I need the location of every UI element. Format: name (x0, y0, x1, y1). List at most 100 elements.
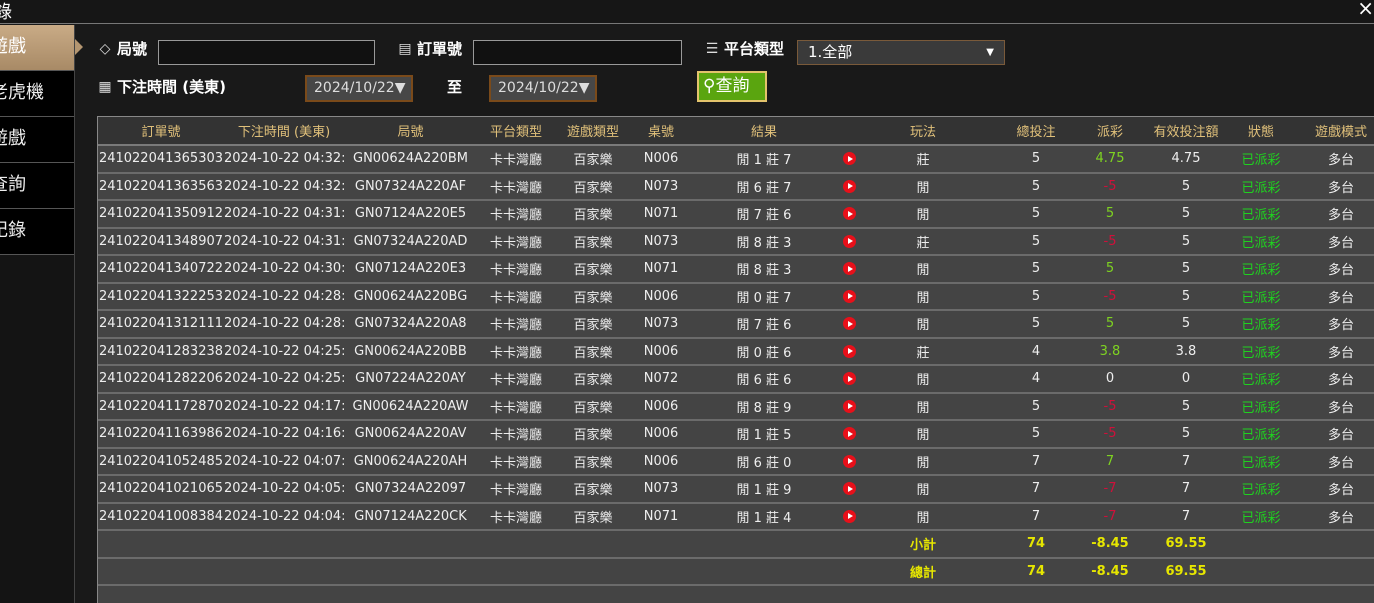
column-header: 派彩 (1087, 117, 1133, 146)
table-cell: 閒 (861, 365, 985, 394)
table-cell: GN07324A22097 (344, 475, 477, 504)
table-cell (1239, 557, 1283, 586)
play-icon[interactable] (842, 207, 856, 221)
video-replay-cell (837, 365, 861, 394)
table-cell: 241022041021065 (98, 475, 224, 504)
table-cell: GN00624A220AW (344, 392, 477, 421)
table-cell: 百家樂 (555, 227, 631, 256)
table-cell: 2024-10-22 04:25:49 (224, 337, 344, 366)
sidebar-item-slots[interactable]: 老虎機 (0, 71, 74, 117)
table-cell: 閒 (861, 310, 985, 339)
table-cell: 已派彩 (1239, 227, 1283, 256)
play-icon[interactable] (842, 399, 856, 413)
table-cell: 莊 (861, 145, 985, 174)
table-cell: 已派彩 (1239, 365, 1283, 394)
play-icon[interactable] (842, 482, 856, 496)
table-cell: 閒 7 莊 6 (691, 200, 837, 229)
close-icon[interactable]: × (1357, 0, 1374, 20)
table-cell: 5 (985, 392, 1087, 421)
table-cell: 2024-10-22 04:28:59 (224, 282, 344, 311)
date-to-picker[interactable]: 2024/10/22▼ (489, 75, 597, 102)
play-icon[interactable] (842, 179, 856, 193)
chevron-down-icon: ▼ (986, 47, 994, 58)
table-cell: 卡卡灣廳 (477, 475, 555, 504)
table-cell: N071 (631, 255, 691, 284)
table-cell: 241022041350912 (98, 200, 224, 229)
table-cell: -7 (1087, 475, 1133, 504)
video-replay-cell (837, 337, 861, 366)
table-cell: 241022041282206 (98, 365, 224, 394)
sidebar-item-games-2[interactable]: 遊戲 (0, 117, 74, 163)
table-cell: 2024-10-22 04:31:09 (224, 227, 344, 256)
table-cell: 卡卡灣廳 (477, 337, 555, 366)
round-label: ◇ 局號 (96, 38, 147, 59)
table-cell: 百家樂 (555, 447, 631, 476)
table-cell: 5 (1087, 310, 1133, 339)
window-title: 錄 (0, 2, 12, 23)
table-cell: 2024-10-22 04:16:28 (224, 420, 344, 449)
sidebar-item-records[interactable]: 記錄 (0, 209, 74, 255)
play-icon[interactable] (842, 427, 856, 441)
table-cell (631, 557, 691, 586)
play-icon[interactable] (842, 317, 856, 331)
subtotal-payout: -8.45 (1087, 530, 1133, 559)
play-icon[interactable] (842, 262, 856, 276)
column-header: 局號 (344, 117, 477, 146)
table-cell: 閒 8 莊 9 (691, 392, 837, 421)
play-icon[interactable] (842, 344, 856, 358)
table-cell: 5 (1087, 200, 1133, 229)
table-cell: 2024-10-22 04:04:28 (224, 502, 344, 531)
total-payout: -8.45 (1087, 557, 1133, 586)
table-cell: GN00624A220BB (344, 337, 477, 366)
play-icon[interactable] (842, 372, 856, 386)
order-input[interactable] (473, 40, 682, 65)
sidebar-item-query[interactable]: 查詢 (0, 163, 74, 209)
video-replay-cell (837, 392, 861, 421)
table-cell (555, 557, 631, 586)
sidebar-item-games[interactable]: 遊戲 (0, 25, 74, 71)
table-cell: -5 (1087, 282, 1133, 311)
play-icon[interactable] (842, 454, 856, 468)
column-header: 下注時間 (美東) (224, 117, 344, 146)
table-cell: GN07324A220AD (344, 227, 477, 256)
play-icon[interactable] (842, 152, 856, 166)
bet-records-table: 訂單號 下注時間 (美東) 局號 平台類型 遊戲類型 桌號 結果 玩法 總投注 派彩 有效投注額 狀態… (97, 116, 1374, 603)
table-cell: 閒 7 莊 6 (691, 310, 837, 339)
table-cell: GN07324A220AF (344, 172, 477, 201)
to-label: 至 (447, 78, 463, 96)
platform-select[interactable]: 1.全部 ▼ (797, 40, 1005, 65)
table-cell: 已派彩 (1239, 145, 1283, 174)
play-icon[interactable] (842, 289, 856, 303)
table-cell: 3.8 (1087, 337, 1133, 366)
table-cell: 4 (985, 365, 1087, 394)
table-cell: 5 (1133, 172, 1239, 201)
table-cell: -5 (1087, 420, 1133, 449)
table-cell: 已派彩 (1239, 447, 1283, 476)
table-cell (224, 530, 344, 559)
table-cell: 閒 8 莊 3 (691, 255, 837, 284)
play-icon[interactable] (842, 234, 856, 248)
table-cell: 多台 (1283, 310, 1374, 339)
table-cell: 閒 8 莊 3 (691, 227, 837, 256)
subtotal-label: 小計 (861, 530, 985, 559)
round-input[interactable] (158, 40, 375, 65)
table-cell: N071 (631, 200, 691, 229)
sidebar-item-label: 遊戲 (0, 36, 26, 57)
subtotal-row: 小計 74 -8.45 69.55 (98, 530, 1374, 559)
table-cell: 5 (1133, 227, 1239, 256)
table-cell: 卡卡灣廳 (477, 502, 555, 531)
table-cell: 已派彩 (1239, 172, 1283, 201)
query-button[interactable]: ⚲查詢 (697, 71, 767, 102)
table-cell: 241022041322253 (98, 282, 224, 311)
play-icon[interactable] (842, 509, 856, 523)
table-cell: 241022041163986 (98, 420, 224, 449)
table-cell (691, 557, 837, 586)
video-replay-cell (837, 310, 861, 339)
date-from-picker[interactable]: 2024/10/22▼ (305, 75, 413, 102)
table-cell: 閒 6 莊 6 (691, 365, 837, 394)
table-cell: 5 (1133, 392, 1239, 421)
